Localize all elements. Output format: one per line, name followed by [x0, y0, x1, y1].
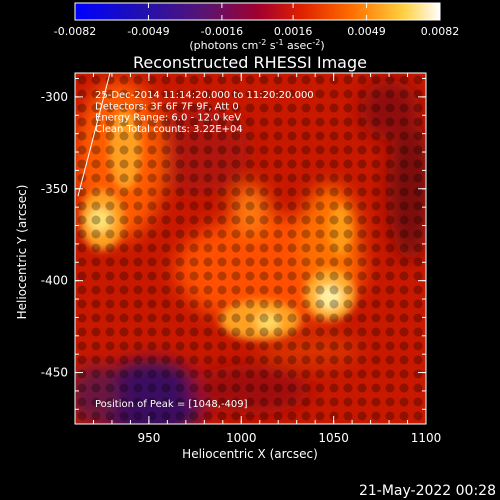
y-tick-label: -350 [41, 182, 68, 196]
colorbar-tick-label: -0.0082 [54, 25, 96, 38]
image-annotations: 25-Dec-2014 11:14:20.000 to 11:20:20.000… [95, 90, 314, 135]
peak-position-label: Position of Peak = [1048,-409] [95, 399, 248, 410]
annotation-line: Clean Total counts: 3.22E+04 [95, 124, 243, 135]
x-axis-label: Heliocentric X (arcsec) [182, 447, 318, 461]
y-axis-label: Heliocentric Y (arcsec) [15, 185, 29, 320]
rhessi-image [75, 73, 426, 424]
x-tick-label: 1050 [318, 431, 349, 445]
colorbar-tick-label: -0.0016 [201, 25, 243, 38]
x-tick-label: 950 [137, 431, 160, 445]
colorbar-tick-label: 0.0049 [347, 25, 386, 38]
y-tick-labels: -300 -350 -400 -450 [41, 90, 68, 380]
y-tick-label: -300 [41, 90, 68, 104]
colorbar-tick-label: 0.0016 [274, 25, 313, 38]
axis-ticks [74, 73, 427, 424]
colorbar-ticks [74, 3, 441, 20]
colorbar-tick-labels: -0.0082 -0.0049 -0.0016 0.0016 0.0049 0.0082 [54, 25, 459, 38]
y-tick-label: -450 [41, 366, 68, 380]
plot-frame [74, 72, 427, 425]
x-tick-label: 1000 [226, 431, 257, 445]
x-tick-label: 1100 [411, 431, 442, 445]
image-title: Reconstructed RHESSI Image [133, 53, 367, 72]
x-tick-labels: 950 1000 1050 1100 [137, 431, 441, 445]
colorbar-unit-label: (photons cm-2 s-1 asec-2) [189, 38, 324, 52]
annotation-line: Energy Range: 6.0 - 12.0 keV [95, 113, 241, 124]
colorbar [74, 2, 441, 21]
colorbar-tick-label: 0.0082 [421, 25, 460, 38]
annotation-line: Detectors: 3F 6F 7F 9F, Att 0 [95, 101, 239, 112]
footer-date: 21-May-2022 00:28 [359, 483, 496, 499]
limb-line [77, 72, 111, 197]
annotation-line: 25-Dec-2014 11:14:20.000 to 11:20:20.000 [95, 90, 314, 101]
colorbar-tick-label: -0.0049 [127, 25, 169, 38]
y-tick-label: -400 [41, 274, 68, 288]
